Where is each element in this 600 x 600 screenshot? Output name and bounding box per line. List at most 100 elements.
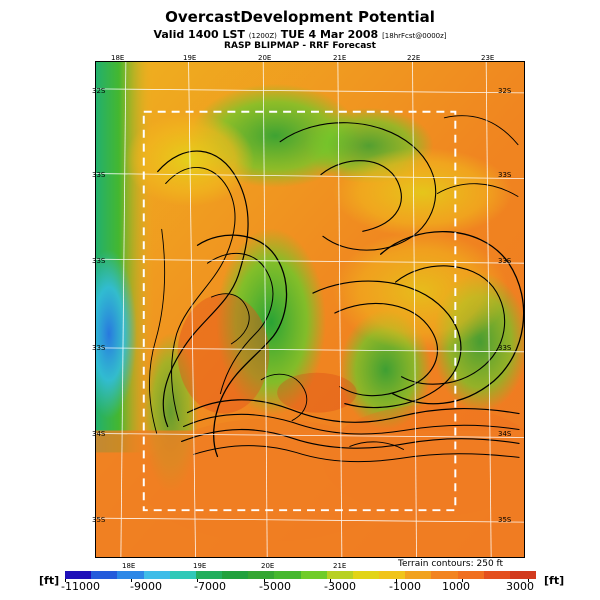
contour-17 bbox=[436, 183, 519, 197]
contour-18 bbox=[211, 293, 250, 345]
contour-15 bbox=[149, 228, 166, 434]
central-green-band-1 bbox=[216, 228, 326, 416]
parallel-row-6 bbox=[96, 517, 524, 523]
contour-5 bbox=[279, 122, 437, 251]
legend-tick-1 bbox=[65, 579, 66, 582]
colorbar-swatch-1 bbox=[65, 571, 92, 579]
terrain-contours bbox=[149, 115, 524, 463]
left-latitude-1: 32S bbox=[92, 87, 106, 95]
top-longitude-18e: 18E bbox=[111, 54, 125, 62]
contour-2 bbox=[165, 167, 236, 422]
legend-tick-8 bbox=[528, 579, 529, 582]
unit-label-right: [ft] bbox=[544, 574, 565, 587]
bottom-longitude-18e: 18E bbox=[122, 562, 136, 570]
contour-10 bbox=[395, 265, 506, 385]
colorbar-swatch-12 bbox=[352, 571, 380, 579]
legend-tick-6 bbox=[396, 579, 397, 582]
contour-6 bbox=[320, 160, 402, 232]
contour-11 bbox=[186, 399, 520, 423]
top-longitude-20e: 20E bbox=[258, 54, 272, 62]
contour-16 bbox=[443, 115, 519, 146]
contour-14 bbox=[193, 445, 520, 463]
map-source-title: RASP BLIPMAP - RRF Forecast bbox=[224, 41, 376, 51]
colorbar-swatch-18 bbox=[509, 571, 536, 579]
southern-orange-field bbox=[96, 430, 524, 557]
north-yellow-area-2 bbox=[332, 147, 513, 238]
valid-time-prefix: Valid 1400 LST bbox=[153, 28, 245, 41]
left-latitude-4: 33S bbox=[92, 344, 106, 352]
terrain-contours-note: Terrain contours: 250 ft bbox=[398, 559, 504, 569]
colorbar-swatch-8 bbox=[248, 571, 275, 579]
meridian-19e bbox=[188, 62, 196, 557]
legend-tick-5 bbox=[330, 579, 331, 582]
scale-label-minus-7000: -7000 bbox=[194, 580, 226, 593]
colorbar-swatch-17 bbox=[483, 571, 510, 579]
colorbar-swatch-16 bbox=[457, 571, 484, 579]
scale-label-3000: 3000 bbox=[506, 580, 534, 593]
blue-coastal-minimum bbox=[96, 249, 137, 419]
colorbar-swatch-9 bbox=[274, 571, 301, 579]
colorbar-swatch-7 bbox=[222, 571, 249, 579]
top-longitude-22e: 22E bbox=[407, 54, 421, 62]
colorbar-swatch-15 bbox=[431, 571, 458, 579]
right-latitude-6: 35S bbox=[498, 516, 512, 524]
contour-13 bbox=[181, 428, 520, 449]
right-latitude-5: 34S bbox=[498, 430, 512, 438]
meridian-22e bbox=[412, 62, 417, 557]
valid-time-zulu: (1200Z) bbox=[248, 32, 277, 40]
parallel-row-3 bbox=[96, 258, 524, 264]
colorbar-swatch-4 bbox=[143, 571, 170, 579]
parallel-row-4 bbox=[96, 347, 524, 353]
legend-tick-7 bbox=[462, 579, 463, 582]
color-scale-bar bbox=[65, 571, 536, 579]
parallel-row-1 bbox=[96, 88, 524, 94]
right-latitude-1: 32S bbox=[498, 87, 512, 95]
central-red-core-2 bbox=[277, 372, 357, 413]
contour-12 bbox=[183, 413, 520, 435]
forecast-run: [18hrFcst@0000z] bbox=[382, 32, 447, 40]
left-latitude-5: 34S bbox=[92, 430, 106, 438]
right-latitude-2: 33S bbox=[498, 171, 512, 179]
scale-label-1000: 1000 bbox=[442, 580, 470, 593]
bottom-longitude-20e: 20E bbox=[261, 562, 275, 570]
colorbar-swatch-10 bbox=[300, 571, 327, 579]
colorbar-swatch-11 bbox=[326, 571, 353, 579]
page-title: OvercastDevelopment Potential bbox=[165, 8, 435, 26]
legend-tick-2 bbox=[131, 579, 132, 582]
meridian-18e bbox=[120, 62, 127, 557]
colorbar-swatch-2 bbox=[91, 571, 118, 579]
scale-label-minus-1000: -1000 bbox=[389, 580, 421, 593]
scale-label-minus-9000: -9000 bbox=[130, 580, 162, 593]
contour-4 bbox=[206, 252, 274, 395]
meridian-21e bbox=[337, 62, 343, 557]
central-red-core-1 bbox=[177, 294, 270, 414]
contour-20 bbox=[349, 441, 405, 450]
graticule bbox=[96, 62, 524, 557]
eastern-yellow-patch bbox=[332, 231, 509, 351]
colorbar-swatch-6 bbox=[195, 571, 223, 579]
contour-1 bbox=[157, 150, 249, 428]
bottom-longitude-21e: 21E bbox=[333, 562, 347, 570]
top-longitude-19e: 19E bbox=[183, 54, 197, 62]
colorbar-swatch-14 bbox=[405, 571, 432, 579]
legend-tick-4 bbox=[264, 579, 265, 582]
bottom-longitude-19e: 19E bbox=[193, 562, 207, 570]
contour-9 bbox=[380, 230, 524, 405]
forecast-map-svg bbox=[96, 62, 524, 557]
left-latitude-2: 33S bbox=[92, 171, 106, 179]
parallel-row-5 bbox=[96, 433, 524, 438]
colorbar-swatch-3 bbox=[117, 571, 144, 579]
scale-label-minus-3000: -3000 bbox=[324, 580, 356, 593]
top-longitude-21e: 21E bbox=[333, 54, 347, 62]
legend-tick-3 bbox=[197, 579, 198, 582]
left-latitude-3: 33S bbox=[92, 257, 106, 265]
unit-label-left: [ft] bbox=[39, 574, 60, 587]
top-longitude-23e: 23E bbox=[481, 54, 495, 62]
contour-3 bbox=[196, 234, 288, 458]
contour-19 bbox=[260, 373, 308, 421]
left-latitude-6: 35S bbox=[92, 516, 106, 524]
valid-time-subtitle: Valid 1400 LST (1200Z) TUE 4 Mar 2008 [1… bbox=[0, 28, 600, 41]
valid-date: TUE 4 Mar 2008 bbox=[280, 28, 379, 41]
contour-7 bbox=[312, 280, 462, 408]
